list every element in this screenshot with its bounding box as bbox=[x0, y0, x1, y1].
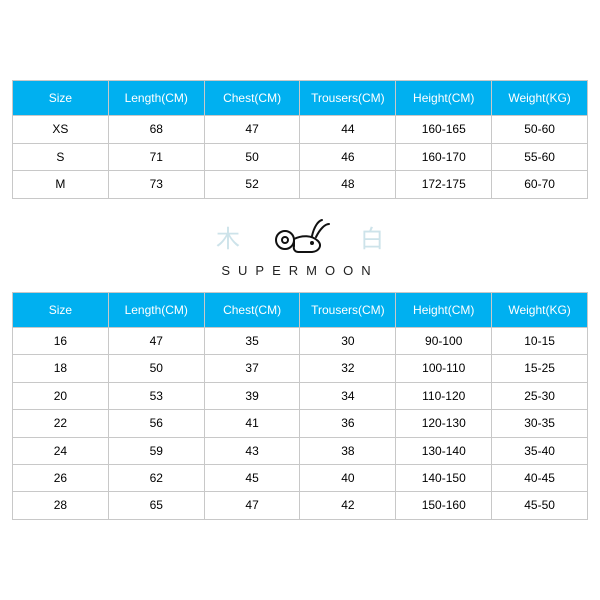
table-cell: 30 bbox=[300, 327, 396, 354]
col-length: Length(CM) bbox=[108, 81, 204, 116]
table-cell: 40 bbox=[300, 464, 396, 491]
table-cell: 71 bbox=[108, 143, 204, 170]
table-cell: 50 bbox=[108, 355, 204, 382]
col-height: Height(CM) bbox=[396, 292, 492, 327]
table-header-row: Size Length(CM) Chest(CM) Trousers(CM) H… bbox=[13, 81, 588, 116]
table-cell: 60-70 bbox=[492, 171, 588, 198]
table-cell: 38 bbox=[300, 437, 396, 464]
table-cell: 100-110 bbox=[396, 355, 492, 382]
table-cell: 55-60 bbox=[492, 143, 588, 170]
col-weight: Weight(KG) bbox=[492, 81, 588, 116]
table-row: 28654742150-16045-50 bbox=[13, 492, 588, 519]
table-row: M735248172-17560-70 bbox=[13, 171, 588, 198]
brand-logo-block: 木 白 SUPERMOON bbox=[12, 217, 588, 278]
table-cell: 45 bbox=[204, 464, 300, 491]
cjk-left: 木 bbox=[216, 219, 240, 254]
col-size: Size bbox=[13, 292, 109, 327]
table-cell: 37 bbox=[204, 355, 300, 382]
table-cell: 35-40 bbox=[492, 437, 588, 464]
table-row: 20533934110-12025-30 bbox=[13, 382, 588, 409]
table-cell: 47 bbox=[204, 116, 300, 143]
table-header-row: Size Length(CM) Chest(CM) Trousers(CM) H… bbox=[13, 292, 588, 327]
table-cell: 130-140 bbox=[396, 437, 492, 464]
table-cell: 140-150 bbox=[396, 464, 492, 491]
table-cell: 47 bbox=[204, 492, 300, 519]
table-cell: 18 bbox=[13, 355, 109, 382]
table-cell: 172-175 bbox=[396, 171, 492, 198]
table-cell: 24 bbox=[13, 437, 109, 464]
col-weight: Weight(KG) bbox=[492, 292, 588, 327]
table-cell: 44 bbox=[300, 116, 396, 143]
table-cell: 10-15 bbox=[492, 327, 588, 354]
table-cell: 22 bbox=[13, 410, 109, 437]
table-cell: 50-60 bbox=[492, 116, 588, 143]
col-size: Size bbox=[13, 81, 109, 116]
table-cell: S bbox=[13, 143, 109, 170]
table-cell: 20 bbox=[13, 382, 109, 409]
table-cell: 150-160 bbox=[396, 492, 492, 519]
rabbit-icon bbox=[268, 217, 332, 257]
col-trousers: Trousers(CM) bbox=[300, 81, 396, 116]
table-cell: 53 bbox=[108, 382, 204, 409]
table-cell: 15-25 bbox=[492, 355, 588, 382]
table-cell: 90-100 bbox=[396, 327, 492, 354]
col-trousers: Trousers(CM) bbox=[300, 292, 396, 327]
table-row: 1647353090-10010-15 bbox=[13, 327, 588, 354]
table-row: 26624540140-15040-45 bbox=[13, 464, 588, 491]
table-cell: 32 bbox=[300, 355, 396, 382]
table-row: 24594338130-14035-40 bbox=[13, 437, 588, 464]
table-cell: 68 bbox=[108, 116, 204, 143]
table-cell: 26 bbox=[13, 464, 109, 491]
table-cell: 30-35 bbox=[492, 410, 588, 437]
table-row: 22564136120-13030-35 bbox=[13, 410, 588, 437]
col-length: Length(CM) bbox=[108, 292, 204, 327]
table-cell: 56 bbox=[108, 410, 204, 437]
table-cell: M bbox=[13, 171, 109, 198]
table-row: S715046160-17055-60 bbox=[13, 143, 588, 170]
table-cell: 50 bbox=[204, 143, 300, 170]
table-cell: 43 bbox=[204, 437, 300, 464]
table-cell: 41 bbox=[204, 410, 300, 437]
cjk-right: 白 bbox=[360, 219, 384, 254]
table-cell: XS bbox=[13, 116, 109, 143]
size-table-adult: Size Length(CM) Chest(CM) Trousers(CM) H… bbox=[12, 80, 588, 199]
table-cell: 160-170 bbox=[396, 143, 492, 170]
table-cell: 59 bbox=[108, 437, 204, 464]
table-cell: 120-130 bbox=[396, 410, 492, 437]
table-cell: 62 bbox=[108, 464, 204, 491]
col-chest: Chest(CM) bbox=[204, 292, 300, 327]
table-cell: 36 bbox=[300, 410, 396, 437]
table-cell: 46 bbox=[300, 143, 396, 170]
table-cell: 35 bbox=[204, 327, 300, 354]
table-cell: 39 bbox=[204, 382, 300, 409]
table-cell: 34 bbox=[300, 382, 396, 409]
table-row: 18503732100-11015-25 bbox=[13, 355, 588, 382]
table-cell: 160-165 bbox=[396, 116, 492, 143]
table-row: XS684744160-16550-60 bbox=[13, 116, 588, 143]
table-cell: 42 bbox=[300, 492, 396, 519]
table-cell: 48 bbox=[300, 171, 396, 198]
table-cell: 73 bbox=[108, 171, 204, 198]
table-cell: 47 bbox=[108, 327, 204, 354]
table-cell: 52 bbox=[204, 171, 300, 198]
size-table-kids: Size Length(CM) Chest(CM) Trousers(CM) H… bbox=[12, 292, 588, 520]
table-cell: 45-50 bbox=[492, 492, 588, 519]
table-cell: 65 bbox=[108, 492, 204, 519]
col-height: Height(CM) bbox=[396, 81, 492, 116]
table-cell: 40-45 bbox=[492, 464, 588, 491]
table-cell: 25-30 bbox=[492, 382, 588, 409]
table-cell: 16 bbox=[13, 327, 109, 354]
col-chest: Chest(CM) bbox=[204, 81, 300, 116]
brand-text: SUPERMOON bbox=[12, 263, 588, 278]
table-cell: 110-120 bbox=[396, 382, 492, 409]
table-cell: 28 bbox=[13, 492, 109, 519]
